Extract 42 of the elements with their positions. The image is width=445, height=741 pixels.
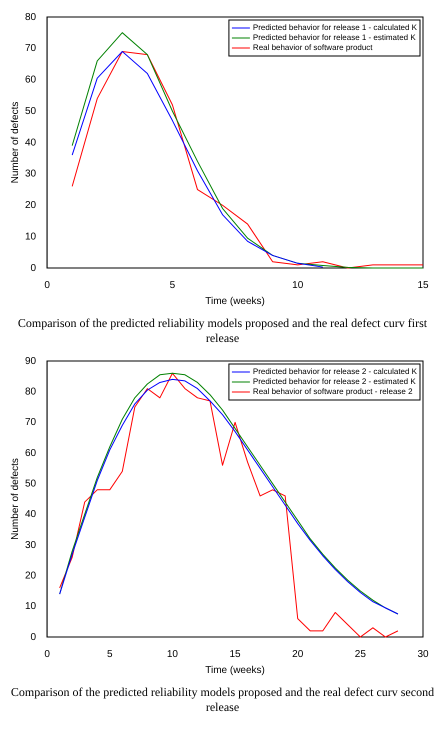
y-axis-title: Number of defects: [10, 458, 21, 540]
legend-label: Predicted behavior for release 2 - calculated K: [252, 367, 418, 376]
x-tick-label: 10: [166, 648, 178, 660]
y-tick-label: 60: [25, 448, 37, 459]
legend-label: Real behavior of software product - release 2: [252, 387, 414, 396]
text: Comparison of the predicted reliability models proposed and the real defect curv first release: [16, 316, 428, 346]
x-axis-title: Time (weeks): [205, 296, 265, 307]
x-tick-label: 30: [417, 648, 429, 660]
legend-label: Real behavior of software product: [252, 43, 374, 52]
x-tick-label: 0: [44, 648, 50, 660]
legend-label: Predicted behavior for release 2 - estimated K: [252, 377, 416, 386]
y-tick-label: 70: [25, 43, 37, 54]
y-tick-label: 0: [30, 262, 37, 274]
y-tick-label: 90: [25, 356, 37, 367]
y-tick-label: 80: [25, 12, 37, 23]
x-tick-label: 25: [354, 648, 366, 660]
x-tick-label: 20: [292, 648, 304, 660]
y-tick-label: 10: [25, 231, 37, 242]
x-tick-label: 10: [292, 280, 304, 291]
legend-label: Predicted behavior for release 1 - estimated K: [252, 33, 416, 42]
x-tick-label: 5: [106, 648, 113, 660]
x-tick-label: 15: [230, 648, 242, 660]
y-tick-label: 50: [25, 106, 37, 117]
x-tick-label: 5: [170, 280, 176, 291]
y-tick-label: 20: [25, 200, 37, 211]
y-tick-label: 60: [25, 74, 37, 86]
y-tick-label: 10: [25, 601, 37, 612]
text: Comparison of the predicted reliability models proposed and the real defect curv second release: [10, 685, 436, 715]
x-tick-label: 15: [417, 280, 429, 291]
x-tick-label: 0: [44, 280, 50, 291]
y-axis-title: Number of defects: [10, 102, 21, 184]
x-axis-title: Time (weeks): [205, 664, 265, 676]
y-tick-label: 40: [25, 509, 37, 520]
y-tick-label: 50: [25, 478, 37, 490]
y-tick-label: 30: [25, 168, 37, 180]
y-tick-label: 40: [25, 137, 37, 148]
y-tick-label: 0: [30, 632, 37, 643]
y-tick-label: 80: [25, 386, 37, 398]
y-tick-label: 20: [25, 570, 37, 582]
legend-label: Predicted behavior for release 1 - calculated K: [252, 23, 418, 32]
y-tick-label: 30: [25, 540, 37, 551]
y-tick-label: 70: [25, 417, 37, 428]
